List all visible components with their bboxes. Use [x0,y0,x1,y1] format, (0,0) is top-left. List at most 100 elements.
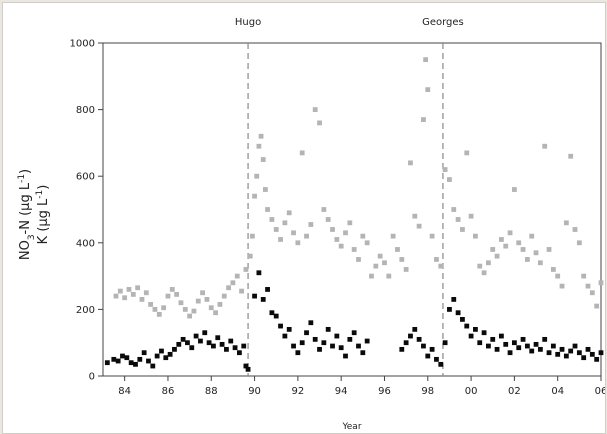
data-point [434,257,439,262]
y-title-nitrate-part: NO [18,240,33,260]
data-point [299,150,305,156]
data-point [247,253,253,259]
data-point [191,308,197,314]
data-point [206,340,212,346]
data-point [282,220,288,226]
plot-area [102,42,602,377]
series-1 [104,270,604,372]
data-point [516,345,522,351]
data-point [174,292,180,297]
data-point [187,313,193,319]
data-point [304,233,309,239]
y-title-potassium-part: K [36,235,51,244]
data-point [295,240,301,246]
data-point [572,343,578,349]
data-point [408,160,413,166]
data-point [234,273,240,279]
data-point [447,307,452,312]
data-point [343,230,348,236]
data-point [130,292,136,297]
data-point [115,358,121,364]
data-point [126,287,132,292]
data-point [559,346,565,352]
y-title-potassium: K (µg L-1) [35,185,51,245]
x-tick-label: 02 [508,386,521,397]
data-point [434,356,439,362]
data-point [351,330,357,336]
x-tick-label: 86 [162,386,175,397]
data-point [195,298,201,304]
data-point [524,257,530,262]
event-label-0: Hugo [235,17,261,28]
data-point [193,333,199,339]
data-point [369,273,374,279]
data-point [304,330,309,336]
data-point [256,270,262,276]
data-point [581,273,587,279]
data-point [486,343,491,349]
data-point [477,263,483,269]
data-point [412,326,418,332]
data-point [135,285,141,291]
data-point [308,222,314,227]
data-point [373,263,379,269]
data-point [481,330,487,336]
data-point [559,283,565,289]
x-axis-title: Year [341,422,361,432]
data-point [486,260,491,266]
data-point [520,247,526,252]
data-point [507,230,513,236]
data-point [221,293,227,299]
data-point [215,335,221,341]
y-tick-label: 1000 [70,39,95,50]
data-point [286,326,292,332]
data-point [533,341,539,347]
data-point [473,326,478,332]
data-point [503,243,509,249]
x-tick-label: 96 [378,386,391,397]
data-point [278,323,283,329]
data-point [317,346,322,352]
x-tick-label: 94 [335,386,348,397]
data-point [161,305,167,311]
data-point [399,257,405,262]
data-point [230,280,236,286]
data-point [390,233,396,239]
data-point [338,345,344,351]
data-point [178,300,184,306]
data-point [395,247,400,252]
data-point [460,227,465,232]
data-point [167,351,173,357]
data-point [260,157,266,162]
data-point [455,217,461,222]
y-axis-title: NO3-N (µg L-1)K (µg L-1) [17,169,51,260]
data-point [330,227,335,232]
data-point [148,302,154,307]
data-point [425,353,431,359]
data-point [338,243,344,249]
data-point [598,350,604,356]
data-point [208,305,214,311]
y-tick-label: 0 [89,372,95,383]
data-point [347,336,353,342]
data-point [442,167,448,172]
data-point [537,260,543,266]
data-point [403,267,409,272]
data-point [282,333,288,339]
data-point [347,220,353,226]
data-point [308,320,314,326]
data-point [594,303,600,309]
data-point [143,290,149,296]
data-point [330,343,335,349]
data-point [494,253,500,259]
data-point [325,326,331,332]
data-point [473,233,478,239]
data-point [150,363,156,369]
data-point [464,150,470,156]
data-point [241,343,247,349]
data-point [113,293,119,299]
data-point [159,348,164,354]
y-tick-label: 600 [76,172,95,183]
